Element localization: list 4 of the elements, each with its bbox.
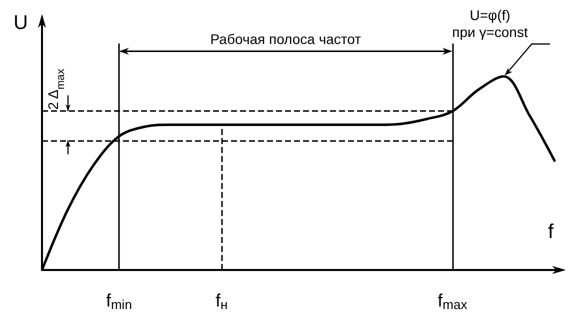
- x-axis-title: f: [548, 221, 554, 243]
- y-axis-title: U: [14, 12, 28, 34]
- text: Рабочая полоса частот: [210, 31, 362, 48]
- text: U=φ(f) при γ=const: [452, 7, 528, 40]
